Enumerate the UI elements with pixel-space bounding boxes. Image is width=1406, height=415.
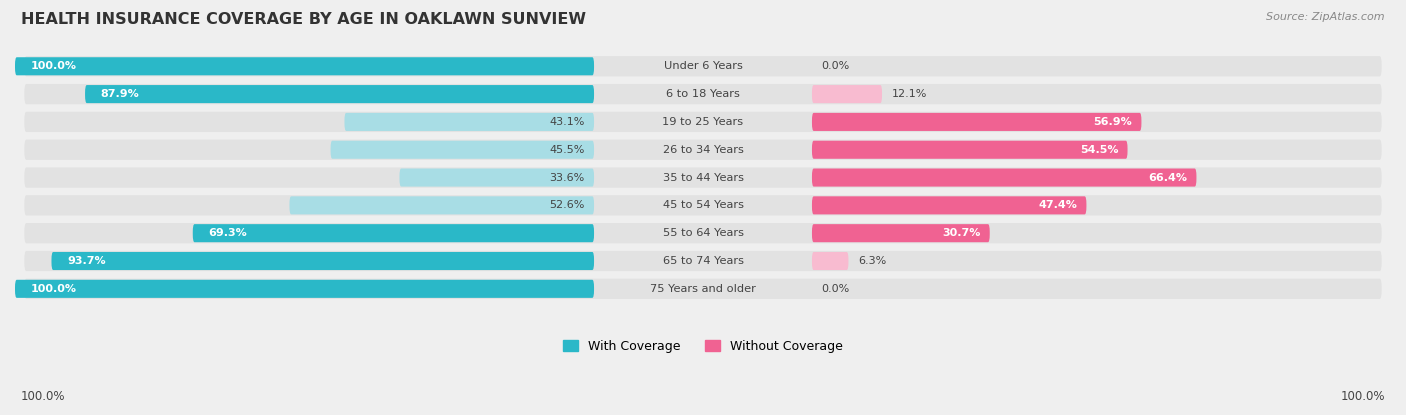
FancyBboxPatch shape (52, 252, 595, 270)
Text: 55 to 64 Years: 55 to 64 Years (662, 228, 744, 238)
Text: 100.0%: 100.0% (31, 284, 76, 294)
Text: Under 6 Years: Under 6 Years (664, 61, 742, 71)
FancyBboxPatch shape (811, 113, 1142, 131)
FancyBboxPatch shape (24, 195, 1382, 215)
Text: 19 to 25 Years: 19 to 25 Years (662, 117, 744, 127)
Text: 87.9%: 87.9% (101, 89, 139, 99)
FancyBboxPatch shape (290, 196, 595, 215)
Text: Source: ZipAtlas.com: Source: ZipAtlas.com (1267, 12, 1385, 22)
FancyBboxPatch shape (24, 223, 1382, 243)
FancyBboxPatch shape (330, 141, 595, 159)
Text: 6 to 18 Years: 6 to 18 Years (666, 89, 740, 99)
FancyBboxPatch shape (193, 224, 595, 242)
FancyBboxPatch shape (24, 56, 1382, 76)
Legend: With Coverage, Without Coverage: With Coverage, Without Coverage (558, 334, 848, 358)
Text: 69.3%: 69.3% (208, 228, 247, 238)
Text: 30.7%: 30.7% (942, 228, 980, 238)
Text: 100.0%: 100.0% (1340, 390, 1385, 403)
Text: 6.3%: 6.3% (858, 256, 886, 266)
Text: 33.6%: 33.6% (550, 173, 585, 183)
Text: 45 to 54 Years: 45 to 54 Years (662, 200, 744, 210)
FancyBboxPatch shape (811, 224, 990, 242)
Text: 47.4%: 47.4% (1038, 200, 1077, 210)
FancyBboxPatch shape (24, 139, 1382, 160)
FancyBboxPatch shape (811, 252, 848, 270)
Text: 100.0%: 100.0% (21, 390, 66, 403)
Text: 54.5%: 54.5% (1080, 145, 1118, 155)
Text: 0.0%: 0.0% (821, 61, 849, 71)
Text: HEALTH INSURANCE COVERAGE BY AGE IN OAKLAWN SUNVIEW: HEALTH INSURANCE COVERAGE BY AGE IN OAKL… (21, 12, 586, 27)
FancyBboxPatch shape (811, 168, 1197, 187)
Text: 26 to 34 Years: 26 to 34 Years (662, 145, 744, 155)
FancyBboxPatch shape (24, 84, 1382, 104)
Text: 93.7%: 93.7% (67, 256, 105, 266)
FancyBboxPatch shape (344, 113, 595, 131)
FancyBboxPatch shape (15, 280, 595, 298)
Text: 75 Years and older: 75 Years and older (650, 284, 756, 294)
Text: 66.4%: 66.4% (1149, 173, 1187, 183)
Text: 12.1%: 12.1% (891, 89, 927, 99)
Text: 65 to 74 Years: 65 to 74 Years (662, 256, 744, 266)
FancyBboxPatch shape (811, 85, 882, 103)
FancyBboxPatch shape (24, 278, 1382, 299)
FancyBboxPatch shape (24, 167, 1382, 188)
FancyBboxPatch shape (811, 196, 1087, 215)
FancyBboxPatch shape (24, 112, 1382, 132)
Text: 52.6%: 52.6% (550, 200, 585, 210)
FancyBboxPatch shape (811, 141, 1128, 159)
Text: 100.0%: 100.0% (31, 61, 76, 71)
Text: 43.1%: 43.1% (550, 117, 585, 127)
FancyBboxPatch shape (399, 168, 595, 187)
FancyBboxPatch shape (15, 57, 595, 75)
FancyBboxPatch shape (86, 85, 595, 103)
Text: 56.9%: 56.9% (1094, 117, 1132, 127)
Text: 35 to 44 Years: 35 to 44 Years (662, 173, 744, 183)
Text: 45.5%: 45.5% (550, 145, 585, 155)
FancyBboxPatch shape (24, 251, 1382, 271)
Text: 0.0%: 0.0% (821, 284, 849, 294)
